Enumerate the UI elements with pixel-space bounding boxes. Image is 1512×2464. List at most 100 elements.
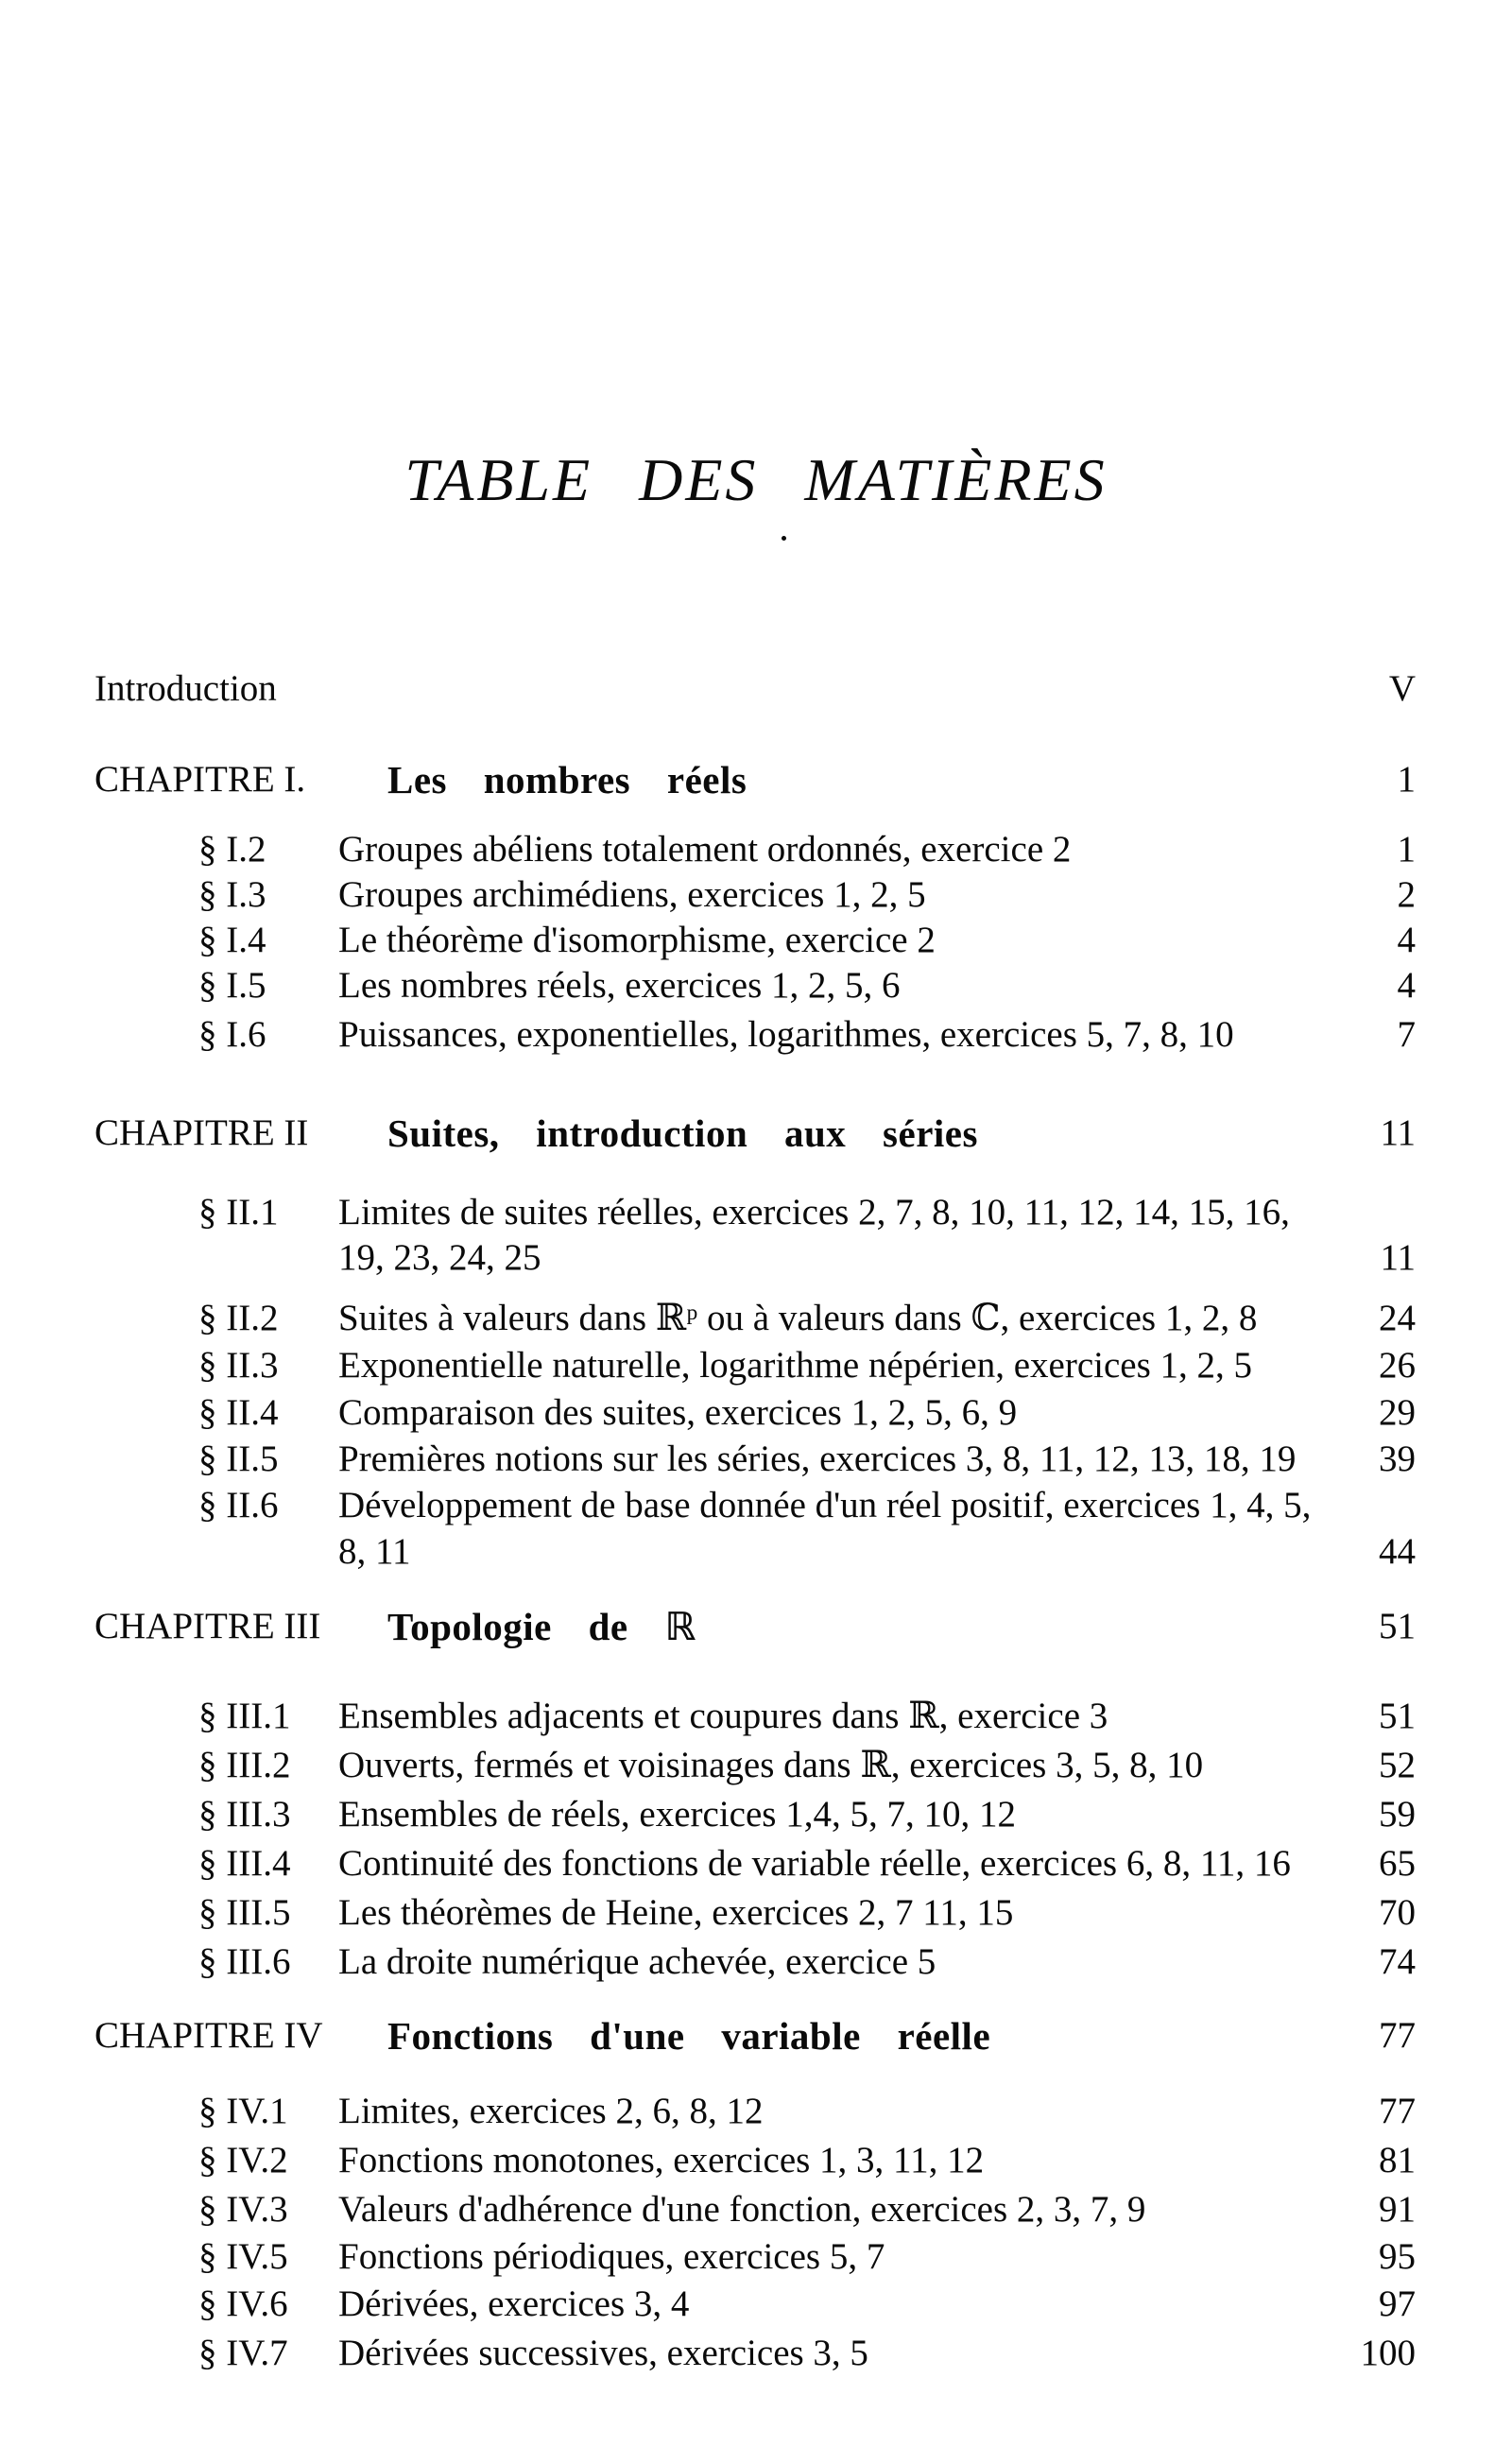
section-number: § III.5 — [198, 1892, 291, 1933]
section-text: Fonctions monotones, exercices 1, 3, 11,… — [338, 2140, 985, 2180]
toc-row-section: § I.6 Puissances, exponentielles, logari… — [0, 1011, 1512, 1059]
section-number: § III.3 — [198, 1794, 291, 1835]
section-text: Groupes abéliens totalement ordonnés, ex… — [338, 829, 1072, 870]
page-number: 44 — [1379, 1531, 1416, 1572]
section-text: 8, 11 — [338, 1531, 411, 1572]
toc-row-section: § IV.1 Limites, exercices 2, 6, 8, 12 77 — [0, 2088, 1512, 2135]
section-text: Premières notions sur les séries, exerci… — [338, 1439, 1297, 1479]
page-number: 59 — [1379, 1794, 1416, 1835]
page-number: 29 — [1379, 1392, 1416, 1433]
page-number: 1 — [1397, 829, 1417, 870]
page-number: 91 — [1379, 2189, 1416, 2230]
toc-row-section: § II.6 Développement de base donnée d'un… — [0, 1482, 1512, 1529]
chapter-label: CHAPITRE II — [94, 1112, 309, 1153]
toc-row-chapter: CHAPITRE II Suites, introduction aux sér… — [0, 1110, 1512, 1157]
page-number: 65 — [1379, 1843, 1416, 1884]
section-text: Le théorème d'isomorphisme, exercice 2 — [338, 920, 936, 960]
section-text: Dérivées, exercices 3, 4 — [338, 2283, 690, 2324]
section-text: Suites à valeurs dans ℝᵖ ou à valeurs da… — [338, 1298, 1258, 1338]
section-text: Ensembles adjacents et coupures dans ℝ, … — [338, 1696, 1108, 1736]
section-text: Limites de suites réelles, exercices 2, … — [338, 1192, 1290, 1232]
section-number: § II.5 — [198, 1439, 279, 1479]
section-number: § IV.1 — [198, 2091, 288, 2131]
section-text: Les théorèmes de Heine, exercices 2, 7 1… — [338, 1892, 1014, 1933]
toc-row-section: § IV.2 Fonctions monotones, exercices 1,… — [0, 2137, 1512, 2184]
section-text: Comparaison des suites, exercices 1, 2, … — [338, 1392, 1018, 1433]
section-number: § II.1 — [198, 1192, 279, 1232]
toc-row-section: § III.1 Ensembles adjacents et coupures … — [0, 1693, 1512, 1740]
section-number: § II.2 — [198, 1298, 279, 1338]
toc-row-section: § II.3 Exponentielle naturelle, logarith… — [0, 1342, 1512, 1389]
section-text: Ensembles de réels, exercices 1,4, 5, 7,… — [338, 1794, 1016, 1835]
section-number: § I.3 — [198, 874, 266, 915]
chapter-title: Topologie de ℝ — [387, 1605, 696, 1648]
section-number: § IV.7 — [198, 2333, 288, 2373]
toc-row-section: § II.2 Suites à valeurs dans ℝᵖ ou à val… — [0, 1295, 1512, 1342]
page-number: 4 — [1397, 920, 1417, 960]
page-number: 100 — [1360, 2333, 1417, 2373]
section-text: Valeurs d'adhérence d'une fonction, exer… — [338, 2189, 1146, 2230]
section-text: La droite numérique achevée, exercice 5 — [338, 1941, 936, 1982]
section-text: Puissances, exponentielles, logarithmes,… — [338, 1014, 1234, 1055]
toc-row-section-continuation: 19, 23, 24, 25 11 — [0, 1234, 1512, 1282]
section-text: Continuité des fonctions de variable rée… — [338, 1843, 1291, 1884]
toc-row-chapter: CHAPITRE I. Les nombres réels 1 — [0, 756, 1512, 803]
section-number: § I.4 — [198, 920, 266, 960]
intro-label: Introduction — [94, 668, 277, 709]
toc-row-section: § II.5 Premières notions sur les séries,… — [0, 1436, 1512, 1483]
toc-row-introduction: Introduction V — [0, 665, 1512, 713]
section-text: Limites, exercices 2, 6, 8, 12 — [338, 2091, 764, 2131]
chapter-title: Fonctions d'une variable réelle — [387, 2014, 991, 2058]
page-number: 11 — [1380, 1237, 1416, 1278]
section-text: Dérivées successives, exercices 3, 5 — [338, 2333, 868, 2373]
page-number: 2 — [1397, 874, 1417, 915]
section-number: § I.5 — [198, 965, 266, 1006]
title-dot — [782, 536, 786, 541]
toc-row-section-continuation: 8, 11 44 — [0, 1528, 1512, 1576]
toc-row-section: § III.6 La droite numérique achevée, exe… — [0, 1938, 1512, 1986]
toc-row-section: § III.4 Continuité des fonctions de vari… — [0, 1840, 1512, 1887]
page-number: 51 — [1379, 1696, 1416, 1736]
section-number: § IV.6 — [198, 2283, 288, 2324]
page-number: 39 — [1379, 1439, 1416, 1479]
page-number: 51 — [1379, 1606, 1416, 1646]
toc-row-chapter: CHAPITRE IV Fonctions d'une variable rée… — [0, 2012, 1512, 2059]
section-number: § I.2 — [198, 829, 266, 870]
page-number: 81 — [1379, 2140, 1416, 2180]
section-number: § III.1 — [198, 1696, 291, 1736]
page-number: 1 — [1397, 759, 1417, 800]
chapter-title: Suites, introduction aux séries — [387, 1111, 978, 1155]
page-number: 26 — [1379, 1345, 1416, 1386]
section-number: § III.6 — [198, 1941, 291, 1982]
toc-row-section: § I.2 Groupes abéliens totalement ordonn… — [0, 826, 1512, 873]
section-text: Les nombres réels, exercices 1, 2, 5, 6 — [338, 965, 901, 1006]
toc-row-section: § III.3 Ensembles de réels, exercices 1,… — [0, 1791, 1512, 1838]
section-number: § IV.5 — [198, 2236, 288, 2277]
section-number: § II.6 — [198, 1485, 279, 1525]
section-text: 19, 23, 24, 25 — [338, 1237, 541, 1278]
toc-row-section: § II.1 Limites de suites réelles, exerci… — [0, 1189, 1512, 1236]
page-number: 97 — [1379, 2283, 1416, 2324]
chapter-label: CHAPITRE I. — [94, 759, 306, 800]
section-text: Ouverts, fermés et voisinages dans ℝ, ex… — [338, 1745, 1204, 1785]
chapter-label: CHAPITRE IV — [94, 2015, 323, 2056]
section-number: § III.2 — [198, 1745, 291, 1785]
toc-row-chapter: CHAPITRE III Topologie de ℝ 51 — [0, 1603, 1512, 1650]
toc-row-section: § I.3 Groupes archimédiens, exercices 1,… — [0, 871, 1512, 919]
page-number: 77 — [1379, 2015, 1416, 2056]
toc-row-section: § III.5 Les théorèmes de Heine, exercice… — [0, 1889, 1512, 1937]
section-number: § IV.3 — [198, 2189, 288, 2230]
toc-row-section: § IV.3 Valeurs d'adhérence d'une fonctio… — [0, 2186, 1512, 2233]
page-number: V — [1388, 668, 1416, 709]
toc-row-section: § I.4 Le théorème d'isomorphisme, exerci… — [0, 917, 1512, 964]
toc-row-section: § IV.7 Dérivées successives, exercices 3… — [0, 2330, 1512, 2377]
section-text: Exponentielle naturelle, logarithme népé… — [338, 1345, 1253, 1386]
section-number: § II.3 — [198, 1345, 279, 1386]
section-number: § I.6 — [198, 1014, 266, 1055]
section-text: Fonctions périodiques, exercices 5, 7 — [338, 2236, 885, 2277]
chapter-label: CHAPITRE III — [94, 1606, 321, 1646]
page-number: 95 — [1379, 2236, 1416, 2277]
toc-row-section: § IV.6 Dérivées, exercices 3, 4 97 — [0, 2281, 1512, 2328]
page-number: 74 — [1379, 1941, 1416, 1982]
section-text: Groupes archimédiens, exercices 1, 2, 5 — [338, 874, 926, 915]
